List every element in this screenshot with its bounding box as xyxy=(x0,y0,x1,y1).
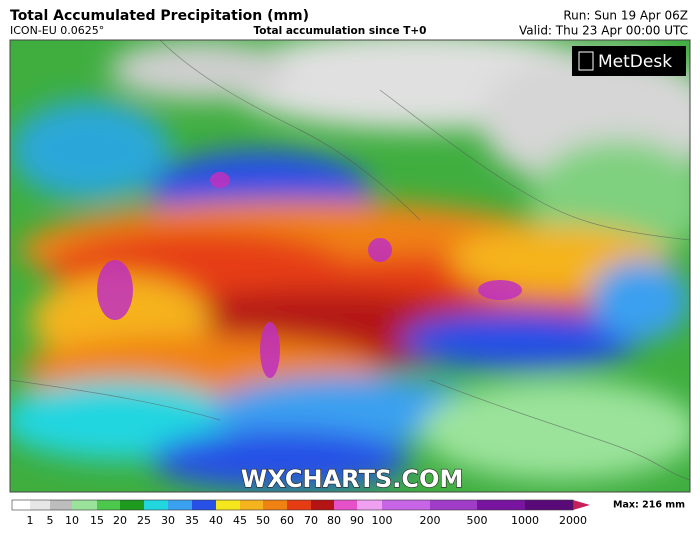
max-label: Max: 216 mm xyxy=(613,500,685,511)
map-frame xyxy=(9,39,691,493)
colorbar-segment xyxy=(192,500,216,510)
colorbar-label: 1000 xyxy=(511,514,539,527)
logo-box xyxy=(572,46,686,76)
colorbar-segment xyxy=(382,500,430,510)
logo-text: MetDesk xyxy=(598,52,672,72)
colorbar-segment xyxy=(430,500,477,510)
colorbar-label: 45 xyxy=(233,514,247,527)
colorbar-label: 1 xyxy=(27,514,34,527)
colorbar-segment xyxy=(144,500,168,510)
colorbar-label: 15 xyxy=(90,514,104,527)
colorbar-label: 2000 xyxy=(559,514,587,527)
colorbar-label: 40 xyxy=(209,514,223,527)
run-time: Run: Sun 19 Apr 06Z xyxy=(563,9,688,23)
colorbar-segment xyxy=(72,500,97,510)
colorbar-segment xyxy=(525,500,573,510)
logo-icon xyxy=(578,51,594,71)
colorbar-label: 90 xyxy=(350,514,364,527)
watermark: WXCHARTS.COM xyxy=(241,465,463,493)
colorbar-segment xyxy=(216,500,240,510)
colorbar-segment xyxy=(168,500,192,510)
colorbar-label: 30 xyxy=(161,514,175,527)
colorbar-label: 20 xyxy=(113,514,127,527)
colorbar-segment xyxy=(240,500,263,510)
colorbar-segment xyxy=(311,500,334,510)
colorbar-frame xyxy=(11,499,574,511)
colorbar-segment xyxy=(120,500,144,510)
colorbar-label: 200 xyxy=(420,514,441,527)
colorbar-segment xyxy=(50,500,72,510)
colorbar-segment xyxy=(263,500,287,510)
colorbar-label: 80 xyxy=(327,514,341,527)
colorbar-label: 5 xyxy=(47,514,54,527)
colorbar-segment xyxy=(477,500,525,510)
colorbar-label: 100 xyxy=(372,514,393,527)
colorbar-segment xyxy=(357,500,382,510)
colorbar: 1 5 10 15 20 25 30 35 40 45 50 60 70 80 90 100 200 500 100… xyxy=(11,499,590,527)
colorbar-label: 25 xyxy=(137,514,151,527)
model-name: ICON-EU 0.0625° xyxy=(10,24,104,37)
colorbar-label: 50 xyxy=(256,514,270,527)
colorbar-label: 70 xyxy=(304,514,318,527)
colorbar-segment xyxy=(30,500,50,510)
colorbar-label: 60 xyxy=(280,514,294,527)
colorbar-arrow xyxy=(573,500,590,510)
colorbar-label: 35 xyxy=(185,514,199,527)
colorbar-segment xyxy=(97,500,120,510)
colorbar-segment xyxy=(12,500,30,510)
colorbar-segment xyxy=(334,500,357,510)
colorbar-label: 500 xyxy=(467,514,488,527)
subtitle: Total accumulation since T+0 xyxy=(253,25,426,37)
title: Total Accumulated Precipitation (mm) xyxy=(10,8,309,24)
colorbar-segment xyxy=(287,500,311,510)
valid-time: Valid: Thu 23 Apr 00:00 UTC xyxy=(519,24,688,38)
colorbar-label: 10 xyxy=(65,514,79,527)
precipitation-map xyxy=(10,40,690,492)
